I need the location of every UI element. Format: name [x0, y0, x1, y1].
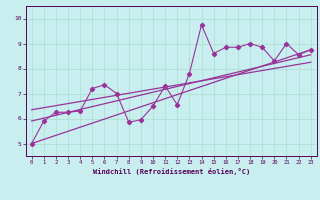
X-axis label: Windchill (Refroidissement éolien,°C): Windchill (Refroidissement éolien,°C): [92, 168, 250, 175]
